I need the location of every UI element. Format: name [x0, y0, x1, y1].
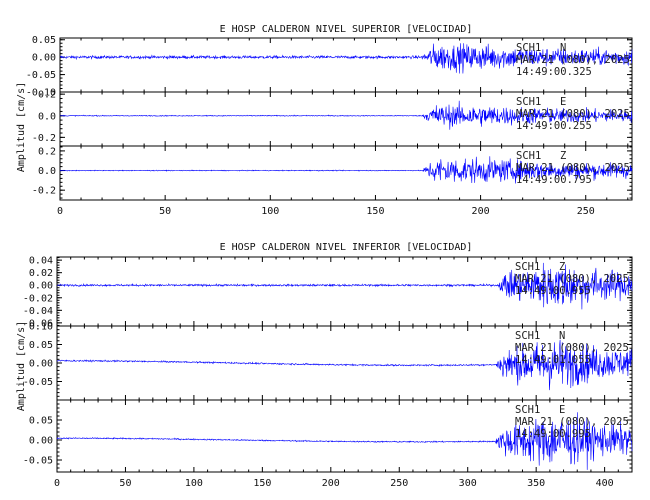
y-tick-label: -0.10	[26, 88, 56, 99]
trace-date-label: MAR 21 (080), 2025	[516, 162, 630, 174]
panel-frame	[59, 145, 633, 201]
trace-date-label: MAR 21 (080), 2025	[516, 54, 630, 66]
y-tick-label: -0.05	[23, 456, 53, 467]
bottom-ylabel: Amplitud [cm/s]	[16, 321, 27, 411]
trace-station-label: SCH1	[516, 42, 541, 54]
x-tick-label: 100	[185, 478, 203, 489]
waveform-trace	[59, 43, 633, 74]
trace-component-label: Z	[560, 150, 566, 162]
y-tick-label: 0.10	[29, 322, 53, 333]
y-tick-label: 0.00	[29, 359, 53, 370]
x-tick-label: 150	[253, 478, 271, 489]
trace-station-label: SCH1	[515, 261, 540, 273]
x-tick-label: 400	[596, 478, 614, 489]
x-tick-label: 200	[322, 478, 340, 489]
x-tick-label: 250	[577, 206, 595, 217]
trace-time-label: 14:49:00.995	[515, 428, 591, 440]
waveform-trace	[56, 262, 633, 310]
waveform-trace	[59, 100, 633, 130]
trace-station-label: SCH1	[516, 150, 541, 162]
y-tick-label: 0.05	[32, 35, 56, 46]
y-tick-label: 0.2	[38, 146, 56, 157]
x-tick-label: 0	[57, 206, 63, 217]
trace-time-label: 14:49:00.325	[516, 66, 592, 78]
x-tick-label: 350	[527, 478, 545, 489]
y-tick-label: -0.05	[23, 377, 53, 388]
y-tick-label: 0.00	[29, 436, 53, 447]
y-tick-label: -0.02	[23, 293, 53, 304]
x-tick-label: 250	[390, 478, 408, 489]
trace-time-label: 14:49:00.955	[515, 285, 591, 297]
trace-component-label: N	[560, 42, 566, 54]
x-tick-label: 50	[159, 206, 171, 217]
y-tick-label: 0.00	[29, 281, 53, 292]
trace-component-label: Z	[559, 261, 565, 273]
trace-component-label: E	[559, 404, 565, 416]
trace-date-label: MAR 21 (080), 2025	[515, 416, 629, 428]
trace-station-label: SCH1	[515, 330, 540, 342]
trace-time-label: 14:49:01.055	[515, 354, 591, 366]
x-tick-label: 100	[261, 206, 279, 217]
waveform-trace	[56, 412, 633, 470]
y-tick-label: -0.2	[32, 186, 56, 197]
x-tick-label: 50	[119, 478, 131, 489]
y-tick-label: -0.05	[26, 70, 56, 81]
y-tick-label: -0.04	[23, 306, 53, 317]
y-tick-label: 0.0	[38, 166, 56, 177]
trace-date-label: MAR 21 (080), 2025	[515, 273, 629, 285]
x-tick-label: 300	[459, 478, 477, 489]
trace-station-label: SCH1	[516, 96, 541, 108]
y-tick-label: 0.02	[29, 268, 53, 279]
y-tick-label: 0.2	[38, 90, 56, 101]
trace-time-label: 14:49:00.255	[516, 120, 592, 132]
y-tick-label: 0.05	[29, 340, 53, 351]
trace-component-label: N	[559, 330, 565, 342]
trace-time-label: 14:49:00.795	[516, 174, 592, 186]
x-tick-label: 0	[54, 478, 60, 489]
y-tick-label: 0.05	[29, 416, 53, 427]
x-tick-label: 200	[472, 206, 490, 217]
waveform-trace	[59, 156, 633, 184]
y-tick-label: 0.0	[38, 111, 56, 122]
waveform-trace	[56, 339, 633, 391]
top-ylabel: Amplitud [cm/s]	[16, 82, 27, 172]
y-tick-label: -0.06	[23, 318, 53, 329]
trace-station-label: SCH1	[515, 404, 540, 416]
bottom-chart-title: E HOSP CALDERON NIVEL INFERIOR [VELOCIDA…	[220, 242, 473, 253]
trace-date-label: MAR 21 (080), 2025	[516, 108, 630, 120]
x-tick-label: 150	[366, 206, 384, 217]
trace-component-label: E	[560, 96, 566, 108]
y-tick-label: 0.00	[32, 53, 56, 64]
top-chart-title: E HOSP CALDERON NIVEL SUPERIOR [VELOCIDA…	[220, 24, 473, 35]
y-tick-label: 0.04	[29, 256, 53, 267]
trace-date-label: MAR 21 (080), 2025	[515, 342, 629, 354]
y-tick-label: -0.2	[32, 133, 56, 144]
